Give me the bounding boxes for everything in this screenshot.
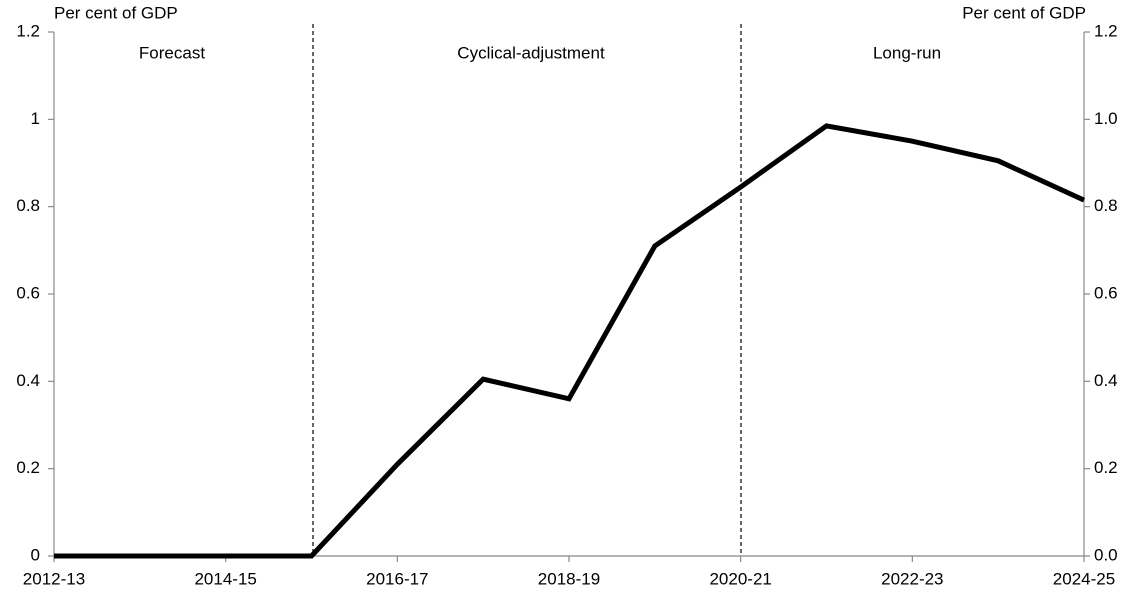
y2-axis-label: Per cent of GDP xyxy=(962,3,1086,22)
x-tick-label: 2016-17 xyxy=(366,569,428,588)
y-tick-label: 0.6 xyxy=(16,283,40,302)
y-tick-label: 0 xyxy=(31,545,40,564)
y-tick-label: 1 xyxy=(31,109,40,128)
y2-tick-label: 0.0 xyxy=(1094,545,1118,564)
y2-tick-label: 0.4 xyxy=(1094,371,1118,390)
x-tick-label: 2024-25 xyxy=(1053,569,1115,588)
annotation: Long-run xyxy=(873,43,941,62)
y-tick-label: 0.2 xyxy=(16,458,40,477)
data-line xyxy=(54,123,1086,559)
x-tick-label: 2014-15 xyxy=(194,569,256,588)
y2-tick-label: 1.2 xyxy=(1094,21,1118,40)
y-axis-label: Per cent of GDP xyxy=(54,3,178,22)
y2-tick-label: 1.0 xyxy=(1094,109,1118,128)
x-tick-label: 2012-13 xyxy=(23,569,85,588)
y-tick-label: 1.2 xyxy=(16,21,40,40)
y-tick-label: 0.4 xyxy=(16,371,40,390)
x-tick-label: 2018-19 xyxy=(538,569,600,588)
y2-tick-label: 0.6 xyxy=(1094,283,1118,302)
y2-tick-label: 0.8 xyxy=(1094,196,1118,215)
annotation: Cyclical-adjustment xyxy=(457,43,605,62)
x-tick-label: 2020-21 xyxy=(709,569,771,588)
x-tick-label: 2022-23 xyxy=(881,569,943,588)
y-tick-label: 0.8 xyxy=(16,196,40,215)
y2-tick-label: 0.2 xyxy=(1094,458,1118,477)
annotation: Forecast xyxy=(139,43,205,62)
